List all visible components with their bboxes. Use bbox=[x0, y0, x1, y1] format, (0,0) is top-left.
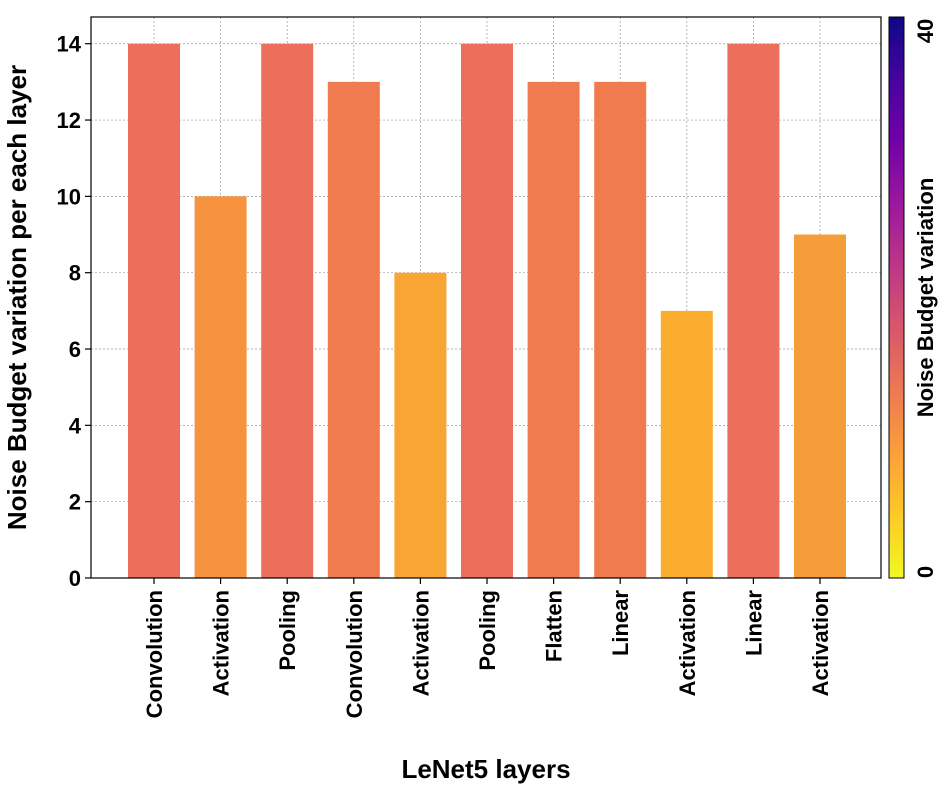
bar bbox=[594, 81, 647, 578]
bar bbox=[327, 81, 380, 578]
x-axis: Convolution Activation Pooling Convolution A… bbox=[142, 578, 833, 718]
x-tick-label: Linear bbox=[741, 590, 766, 656]
bar bbox=[794, 234, 846, 578]
y-tick-label: 2 bbox=[69, 490, 81, 515]
bar bbox=[261, 43, 314, 578]
x-tick-label: Linear bbox=[608, 590, 633, 656]
y-axis: 0 2 4 6 8 10 12 14 bbox=[57, 32, 91, 591]
bar bbox=[128, 43, 180, 578]
bars bbox=[128, 43, 846, 578]
y-tick-label: 10 bbox=[57, 184, 81, 209]
bar bbox=[394, 272, 447, 578]
x-tick-label: Convolution bbox=[142, 590, 167, 718]
x-tick-label: Pooling bbox=[475, 590, 500, 671]
y-tick-label: 0 bbox=[69, 566, 81, 591]
bar bbox=[461, 43, 513, 578]
y-tick-label: 4 bbox=[69, 413, 82, 438]
x-tick-label: Activation bbox=[408, 590, 433, 696]
x-tick-label: Convolution bbox=[342, 590, 367, 718]
x-tick-label: Flatten bbox=[542, 590, 567, 662]
bar bbox=[727, 43, 780, 578]
x-tick-label: Activation bbox=[675, 590, 700, 696]
x-axis-label: LeNet5 layers bbox=[401, 754, 570, 784]
colorbar: 40 0 Noise Budget variation bbox=[888, 16, 938, 579]
y-axis-label: Noise Budget variation per each layer bbox=[2, 65, 32, 530]
y-tick-label: 8 bbox=[69, 261, 81, 286]
bar bbox=[527, 81, 580, 578]
colorbar-max-label: 40 bbox=[913, 19, 938, 43]
x-tick-label: Pooling bbox=[275, 590, 300, 671]
colorbar-min-label: 0 bbox=[913, 566, 938, 578]
plot-area-frame bbox=[90, 16, 882, 579]
x-tick-label: Activation bbox=[808, 590, 833, 696]
y-tick-label: 14 bbox=[57, 32, 82, 57]
bar bbox=[660, 310, 713, 578]
y-tick-label: 12 bbox=[57, 108, 81, 133]
colorbar-gradient bbox=[888, 16, 905, 579]
bar bbox=[194, 196, 247, 578]
y-tick-label: 6 bbox=[69, 337, 81, 362]
colorbar-label: Noise Budget variation bbox=[913, 178, 938, 418]
x-tick-label: Activation bbox=[209, 590, 234, 696]
